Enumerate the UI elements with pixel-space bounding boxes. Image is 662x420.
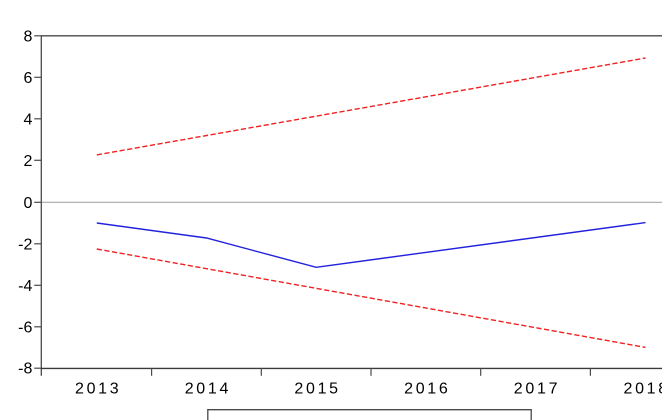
svg-text:-6: -6 xyxy=(18,319,32,336)
svg-text:-2: -2 xyxy=(18,236,32,253)
svg-text:2: 2 xyxy=(23,153,32,170)
svg-text:4: 4 xyxy=(23,111,32,128)
svg-text:-4: -4 xyxy=(18,278,32,295)
svg-text:2015: 2015 xyxy=(294,381,340,398)
svg-text:8: 8 xyxy=(23,28,32,45)
svg-text:2018: 2018 xyxy=(623,381,662,398)
svg-text:2016: 2016 xyxy=(404,381,450,398)
svg-text:2013: 2013 xyxy=(75,381,121,398)
svg-text:2014: 2014 xyxy=(185,381,231,398)
svg-text:0: 0 xyxy=(23,195,32,212)
svg-text:-8: -8 xyxy=(18,361,32,378)
svg-text:2017: 2017 xyxy=(514,381,560,398)
svg-text:6: 6 xyxy=(23,70,32,87)
